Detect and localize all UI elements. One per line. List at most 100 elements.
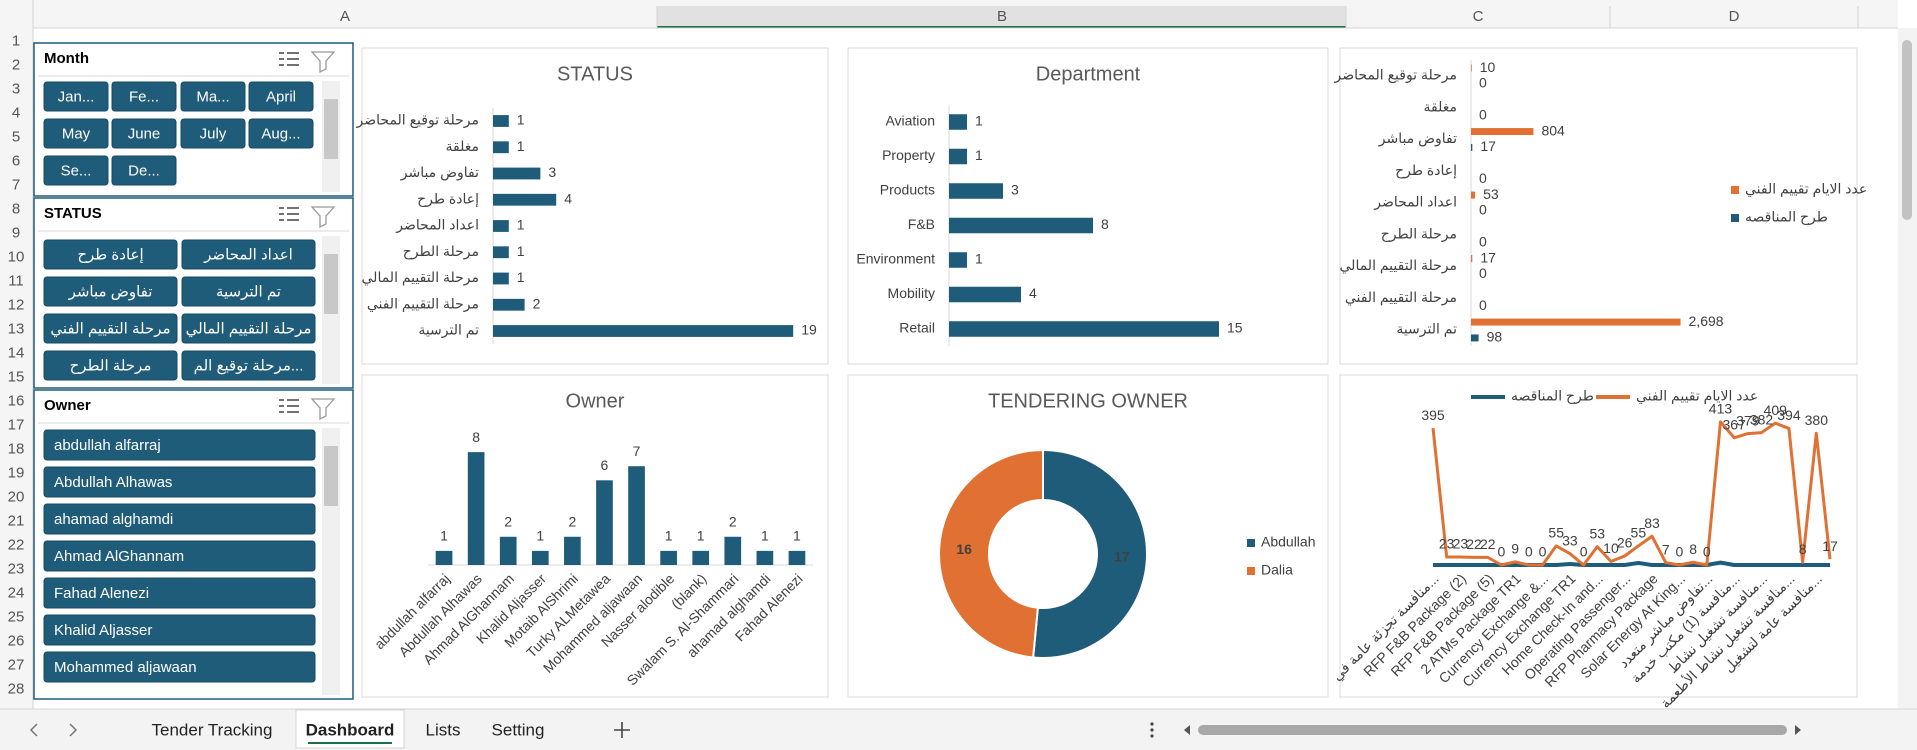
category-label: Mobility: [888, 285, 935, 301]
slicer-item[interactable]: [180, 118, 246, 149]
active-tab-bg: [295, 709, 405, 749]
row-header[interactable]: 16: [8, 393, 25, 410]
bar: [435, 550, 453, 565]
slicer-scroll-thumb[interactable]: [324, 446, 338, 506]
slicer-item[interactable]: [43, 466, 316, 498]
slicer-item[interactable]: [43, 118, 109, 149]
column-header[interactable]: C: [1473, 8, 1484, 25]
sheet-tab[interactable]: Setting: [492, 720, 545, 739]
data-label: 1: [517, 217, 525, 233]
data-label: 55: [1631, 525, 1647, 541]
slicer-item[interactable]: [43, 155, 109, 186]
category-label: مرحلة توقيع المحاضر: [1334, 67, 1457, 84]
slicer-item[interactable]: [43, 429, 316, 461]
legend-label: عدد الايام تقييم الفني: [1745, 181, 1867, 198]
row-header[interactable]: 24: [8, 585, 25, 602]
row-header[interactable]: 27: [8, 657, 25, 674]
bar: [499, 536, 517, 565]
slicer-item[interactable]: [43, 577, 316, 609]
slicer-item[interactable]: [43, 276, 178, 307]
sheet-tab[interactable]: Tender Tracking: [152, 720, 273, 739]
slicer-item[interactable]: [43, 651, 316, 683]
row-header[interactable]: 7: [12, 177, 20, 194]
bar: [949, 183, 1003, 199]
bar: [1471, 318, 1681, 326]
row-header[interactable]: 11: [8, 273, 24, 290]
slicer-item[interactable]: [43, 614, 316, 646]
data-label: 7: [1662, 541, 1670, 557]
slicer-item[interactable]: [43, 540, 316, 572]
slicer-item[interactable]: [181, 239, 316, 270]
row-header[interactable]: 26: [8, 633, 25, 650]
row-header[interactable]: 5: [12, 129, 20, 146]
slicer-item[interactable]: [181, 313, 316, 344]
slicer-item[interactable]: [248, 81, 314, 112]
multi-select-icon[interactable]: [279, 399, 299, 413]
row-header[interactable]: 20: [8, 489, 25, 506]
slicer-item[interactable]: [43, 239, 178, 270]
sheet-nav-arrows[interactable]: [29, 723, 78, 737]
data-label: 0: [1479, 106, 1487, 122]
multi-select-icon[interactable]: [279, 207, 299, 221]
row-header[interactable]: 1: [12, 33, 20, 50]
slicer-scroll-thumb[interactable]: [324, 254, 338, 314]
row-header[interactable]: 4: [12, 105, 20, 122]
slicer-item[interactable]: [43, 503, 316, 535]
column-header[interactable]: D: [1729, 8, 1740, 25]
slicer-item[interactable]: [111, 155, 177, 186]
row-header[interactable]: 23: [8, 561, 25, 578]
slicer-item[interactable]: [43, 81, 109, 112]
data-label: 1: [697, 528, 705, 544]
row-header[interactable]: 6: [12, 153, 20, 170]
sheet-tab[interactable]: Lists: [426, 720, 461, 739]
add-sheet-button[interactable]: [614, 722, 630, 738]
vertical-scroll-thumb[interactable]: [1902, 40, 1912, 220]
data-label: 0: [1479, 297, 1487, 313]
data-label: 380: [1805, 412, 1829, 428]
slicer-item[interactable]: [248, 118, 314, 149]
row-header[interactable]: 22: [8, 537, 25, 554]
row-header[interactable]: 10: [8, 249, 25, 266]
clear-filter-icon[interactable]: [310, 398, 336, 421]
bar: [949, 252, 967, 268]
clear-filter-icon[interactable]: [310, 206, 336, 229]
row-header[interactable]: 9: [12, 225, 20, 242]
slicer-item[interactable]: [111, 81, 177, 112]
category-label: مغلقة: [1424, 98, 1457, 114]
horizontal-scroll-thumb[interactable]: [1198, 725, 1787, 735]
clear-filter-icon[interactable]: [310, 51, 336, 74]
data-label: 2,698: [1689, 313, 1724, 329]
row-header[interactable]: 18: [8, 441, 25, 458]
slicer-item-label: May: [62, 125, 91, 142]
sheet-tab[interactable]: Dashboard: [306, 720, 395, 739]
row-header[interactable]: 2: [12, 57, 20, 74]
legend-label: طرح المناقصه: [1745, 209, 1828, 226]
row-header[interactable]: 3: [12, 81, 20, 98]
slicer-item[interactable]: [111, 118, 177, 149]
doughnut-slice: [938, 448, 1044, 659]
multi-select-icon[interactable]: [279, 52, 299, 66]
slicer-item[interactable]: [43, 350, 178, 381]
data-label: 53: [1483, 186, 1499, 202]
slicer-item[interactable]: [180, 81, 246, 112]
row-header[interactable]: 17: [8, 417, 25, 434]
column-header[interactable]: A: [340, 8, 350, 25]
slicer-scroll-thumb[interactable]: [324, 99, 338, 159]
slicer-item[interactable]: [181, 276, 316, 307]
slicer-item-label: De...: [128, 162, 160, 179]
row-header[interactable]: 25: [8, 609, 25, 626]
row-header[interactable]: 28: [8, 681, 25, 698]
row-header[interactable]: 15: [8, 369, 25, 386]
row-header[interactable]: 13: [8, 321, 25, 338]
column-header[interactable]: B: [997, 8, 1007, 25]
more-options[interactable]: [1150, 722, 1154, 738]
slicer-item-label: abdullah alfarraj: [54, 437, 161, 454]
row-header[interactable]: 8: [12, 201, 20, 218]
slicer-item-label: مرحلة التقييم المالي: [186, 320, 312, 338]
slicer-item[interactable]: [181, 350, 316, 381]
row-header[interactable]: 19: [8, 465, 25, 482]
slicer-item[interactable]: [43, 313, 178, 344]
row-header[interactable]: 14: [8, 345, 25, 362]
row-header[interactable]: 12: [8, 297, 25, 314]
row-header[interactable]: 21: [8, 513, 25, 530]
